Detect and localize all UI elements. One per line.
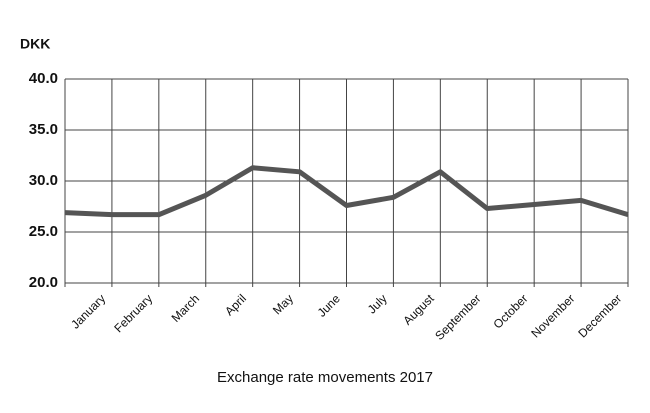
x-tick-label: December	[575, 291, 624, 340]
x-tick-label: January	[68, 291, 108, 331]
x-tick-label: September	[432, 291, 483, 342]
x-tick-label: April	[222, 291, 249, 318]
x-tick-label: March	[169, 291, 202, 324]
y-tick-label: 30.0	[29, 172, 58, 189]
y-tick-label: 25.0	[29, 223, 58, 240]
x-tick-label: August	[400, 291, 437, 328]
data-line	[64, 165, 629, 218]
x-tick-label: February	[111, 291, 155, 335]
x-tick-label: May	[270, 291, 296, 317]
x-tick-label: October	[490, 291, 530, 331]
y-tick-label: 40.0	[29, 70, 58, 87]
x-tick-label: July	[365, 291, 390, 316]
y-tick-label: 20.0	[29, 274, 58, 291]
x-tick-label: June	[315, 291, 344, 320]
y-tick-label: 35.0	[29, 121, 58, 138]
x-tick-label: November	[528, 291, 577, 340]
chart-title: Exchange rate movements 2017	[217, 369, 433, 386]
y-axis-label: DKK	[20, 36, 50, 52]
